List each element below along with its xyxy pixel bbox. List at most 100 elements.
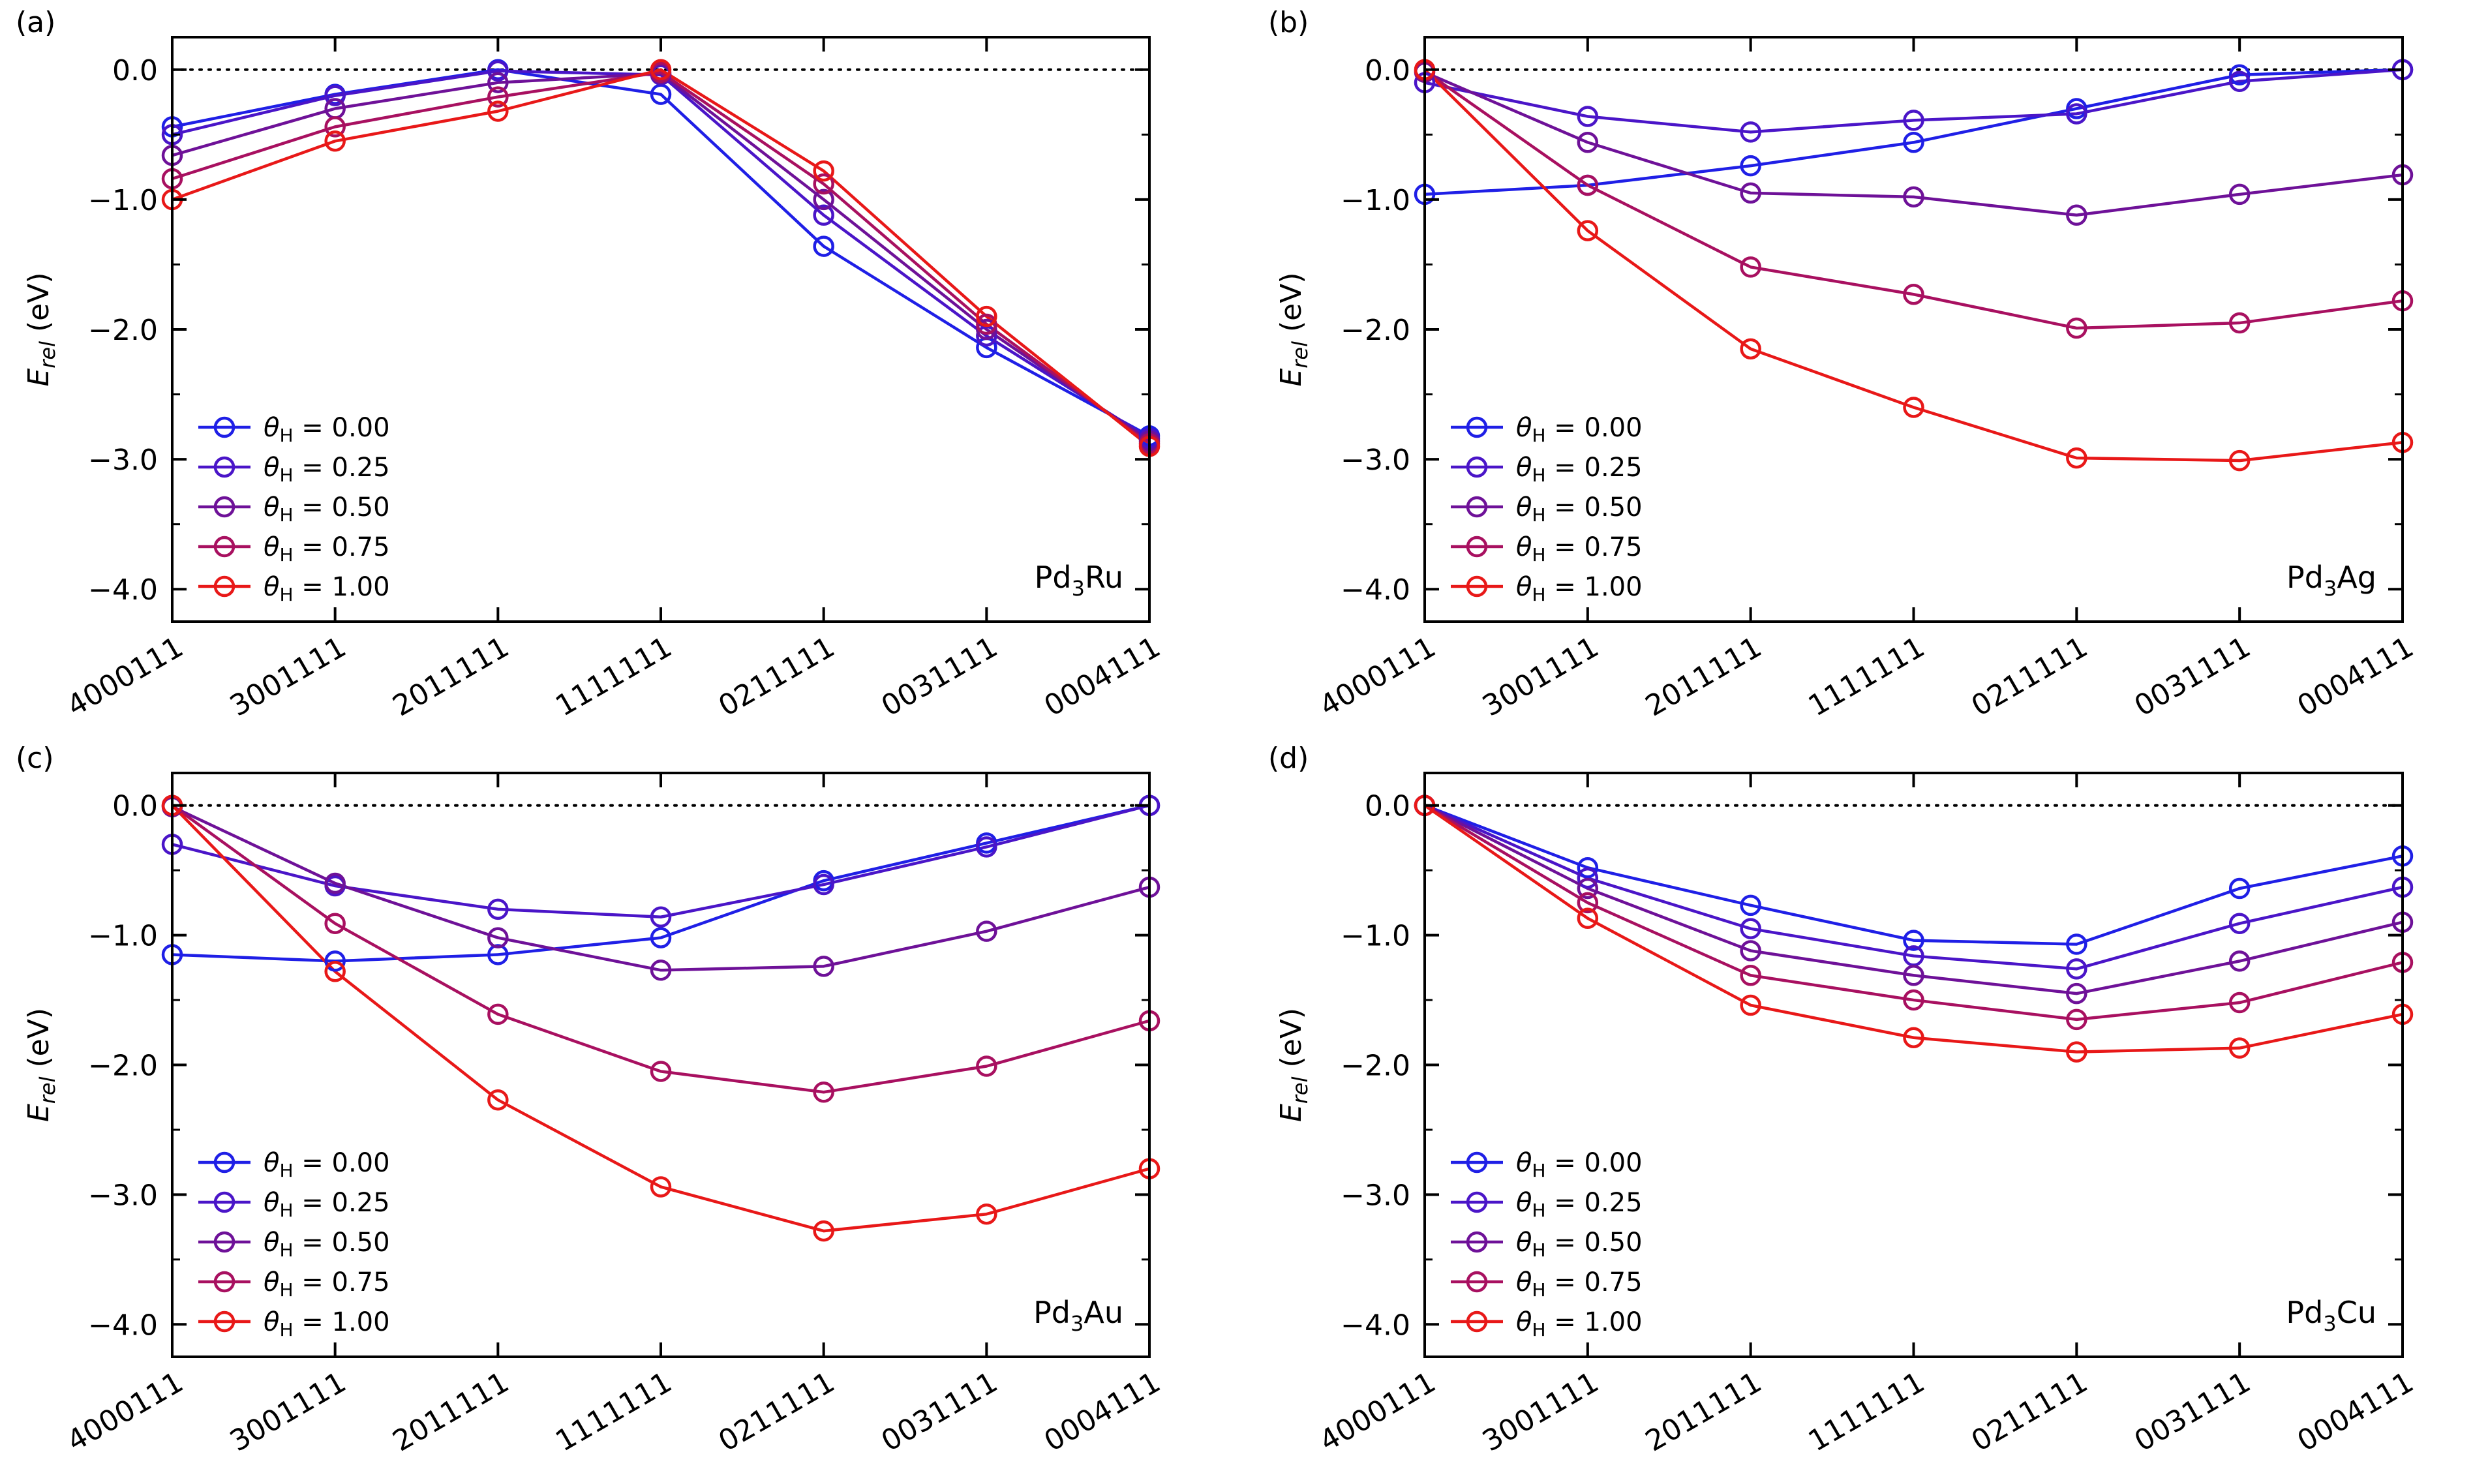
x-tick-label: 0004111 [1039, 1365, 1166, 1458]
data-point [2066, 1008, 2087, 1031]
legend-marker [213, 1191, 235, 1213]
legend-label: θH = 0.75 [1516, 1267, 1643, 1301]
x-tick-label: 2011111 [387, 630, 515, 723]
data-point [650, 1176, 672, 1198]
x-tick-label: 0004111 [2292, 1365, 2419, 1458]
data-point [813, 956, 834, 977]
data-point [1577, 907, 1599, 930]
x-tick-label: 0211111 [713, 630, 840, 723]
data-point [487, 86, 509, 108]
legend-marker [1466, 1310, 1488, 1333]
x-tick-label: 4000111 [61, 630, 189, 723]
x-tick-label: 3001111 [1477, 630, 1604, 723]
data-point [813, 1220, 834, 1242]
data-point [976, 1055, 997, 1077]
data-point [2066, 204, 2087, 226]
legend-marker [1466, 536, 1488, 558]
legend-label: θH = 1.00 [264, 1307, 390, 1340]
legend-marker [213, 1271, 235, 1293]
x-tick-label: 3001111 [224, 630, 352, 723]
data-point [813, 235, 834, 257]
legend-label: θH = 0.50 [1516, 492, 1643, 526]
data-point [487, 898, 509, 920]
y-tick-label: −4.0 [88, 573, 158, 607]
data-point [1903, 1027, 1924, 1048]
series-line [1423, 68, 2403, 462]
data-point [2066, 103, 2087, 125]
legend-label: θH = 0.50 [1516, 1228, 1643, 1261]
series-line [171, 804, 1150, 1094]
y-tick-label: −4.0 [88, 1309, 158, 1342]
data-point [1903, 397, 1924, 418]
data-point [813, 160, 834, 182]
data-point [2066, 317, 2087, 339]
y-tick-label: −3.0 [88, 444, 158, 477]
y-tick-label: −3.0 [1341, 444, 1410, 477]
y-tick-label: −4.0 [1341, 573, 1410, 607]
y-tick-label: −1.0 [1341, 920, 1410, 953]
series-line [172, 69, 1151, 440]
series-line [172, 72, 1151, 443]
data-point [324, 872, 346, 894]
legend-label: θH = 0.75 [264, 532, 390, 566]
series-line [1423, 804, 2403, 1053]
data-point [2228, 312, 2251, 334]
legend-marker [1466, 575, 1488, 598]
series-line [172, 804, 1150, 963]
legend-marker [1466, 1151, 1488, 1174]
data-point [1577, 856, 1599, 879]
legend-marker [1466, 416, 1488, 438]
data-point [2228, 64, 2251, 85]
data-point [1740, 121, 1761, 143]
x-tick-label: 0211111 [1966, 630, 2093, 723]
data-point [487, 72, 509, 93]
legend-marker [213, 536, 235, 558]
data-point [976, 836, 997, 858]
data-point [2066, 958, 2087, 980]
legend-marker [213, 456, 235, 478]
legend-marker [1466, 1271, 1488, 1293]
data-point [1740, 182, 1761, 204]
data-point [324, 913, 346, 934]
panel-label: (b) [1268, 6, 1309, 39]
legend-label: θH = 1.00 [1516, 1307, 1643, 1340]
chart-panel: (d) 0.0 −1.0 −2.0 −3.0 −4.0 4000111 3001111 2011… [1268, 742, 2420, 1459]
data-point [650, 59, 672, 81]
data-point [1903, 186, 1924, 208]
data-point [1740, 918, 1761, 939]
x-tick-label: 0031111 [876, 630, 1003, 723]
data-point [976, 305, 997, 327]
series-line [172, 68, 1151, 438]
x-tick-label: 4000111 [61, 1365, 189, 1458]
data-point [2228, 183, 2251, 205]
data-point [976, 920, 997, 942]
x-tick-label: 2011111 [1640, 630, 1767, 723]
y-tick-label: −4.0 [1341, 1309, 1410, 1342]
y-tick-label: 0.0 [112, 790, 158, 823]
data-point [1577, 220, 1599, 241]
legend-label: θH = 1.00 [1516, 572, 1643, 605]
data-point [1903, 283, 1924, 305]
data-point [2228, 449, 2251, 472]
x-tick-label: 0031111 [2129, 1365, 2256, 1458]
y-tick-label: −2.0 [88, 314, 158, 347]
data-point [650, 927, 672, 948]
series-line [172, 70, 1151, 446]
legend-label: θH = 0.75 [264, 1267, 390, 1301]
panel-label: (d) [1268, 742, 1309, 775]
data-point [487, 1089, 509, 1111]
legend-marker [213, 416, 235, 438]
chart-panel: (a) 0.0 −1.0 −2.0 −3.0 −4.0 4000111 3001111 2011… [16, 6, 1166, 723]
data-point [2066, 1041, 2087, 1063]
x-tick-label: 1111111 [550, 1365, 677, 1458]
data-point [1903, 989, 1924, 1011]
series-line [1424, 68, 2403, 134]
y-tick-label: 0.0 [112, 54, 158, 87]
data-point [976, 313, 997, 335]
legend-label: θH = 0.00 [264, 413, 390, 446]
y-tick-label: −3.0 [1341, 1179, 1410, 1212]
x-tick-label: 1111111 [1803, 1365, 1930, 1458]
y-tick-label: −2.0 [1341, 314, 1410, 347]
legend-label: θH = 0.25 [264, 1188, 390, 1221]
x-tick-label: 4000111 [1314, 1365, 1441, 1458]
